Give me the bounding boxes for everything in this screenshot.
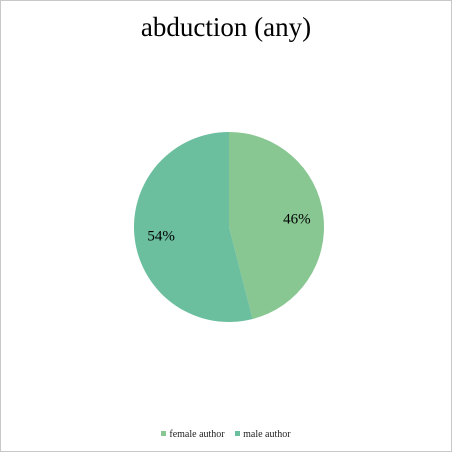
pie-slice-male-author — [134, 132, 253, 322]
data-label-female-author: 46% — [283, 211, 311, 227]
legend-label-male-author: male author — [243, 429, 291, 440]
chart-title: abduction (any) — [140, 12, 312, 42]
legend-swatch-male-author — [235, 431, 241, 436]
legend-swatch-female-author — [161, 431, 167, 436]
data-label-male-author: 54% — [147, 229, 175, 245]
pie-slice-female-author — [229, 132, 325, 320]
legend: female author male author — [0, 429, 452, 440]
legend-label-female-author: female author — [169, 429, 225, 440]
legend-item-male-author: male author — [235, 429, 291, 440]
legend-item-female-author: female author — [161, 429, 225, 440]
